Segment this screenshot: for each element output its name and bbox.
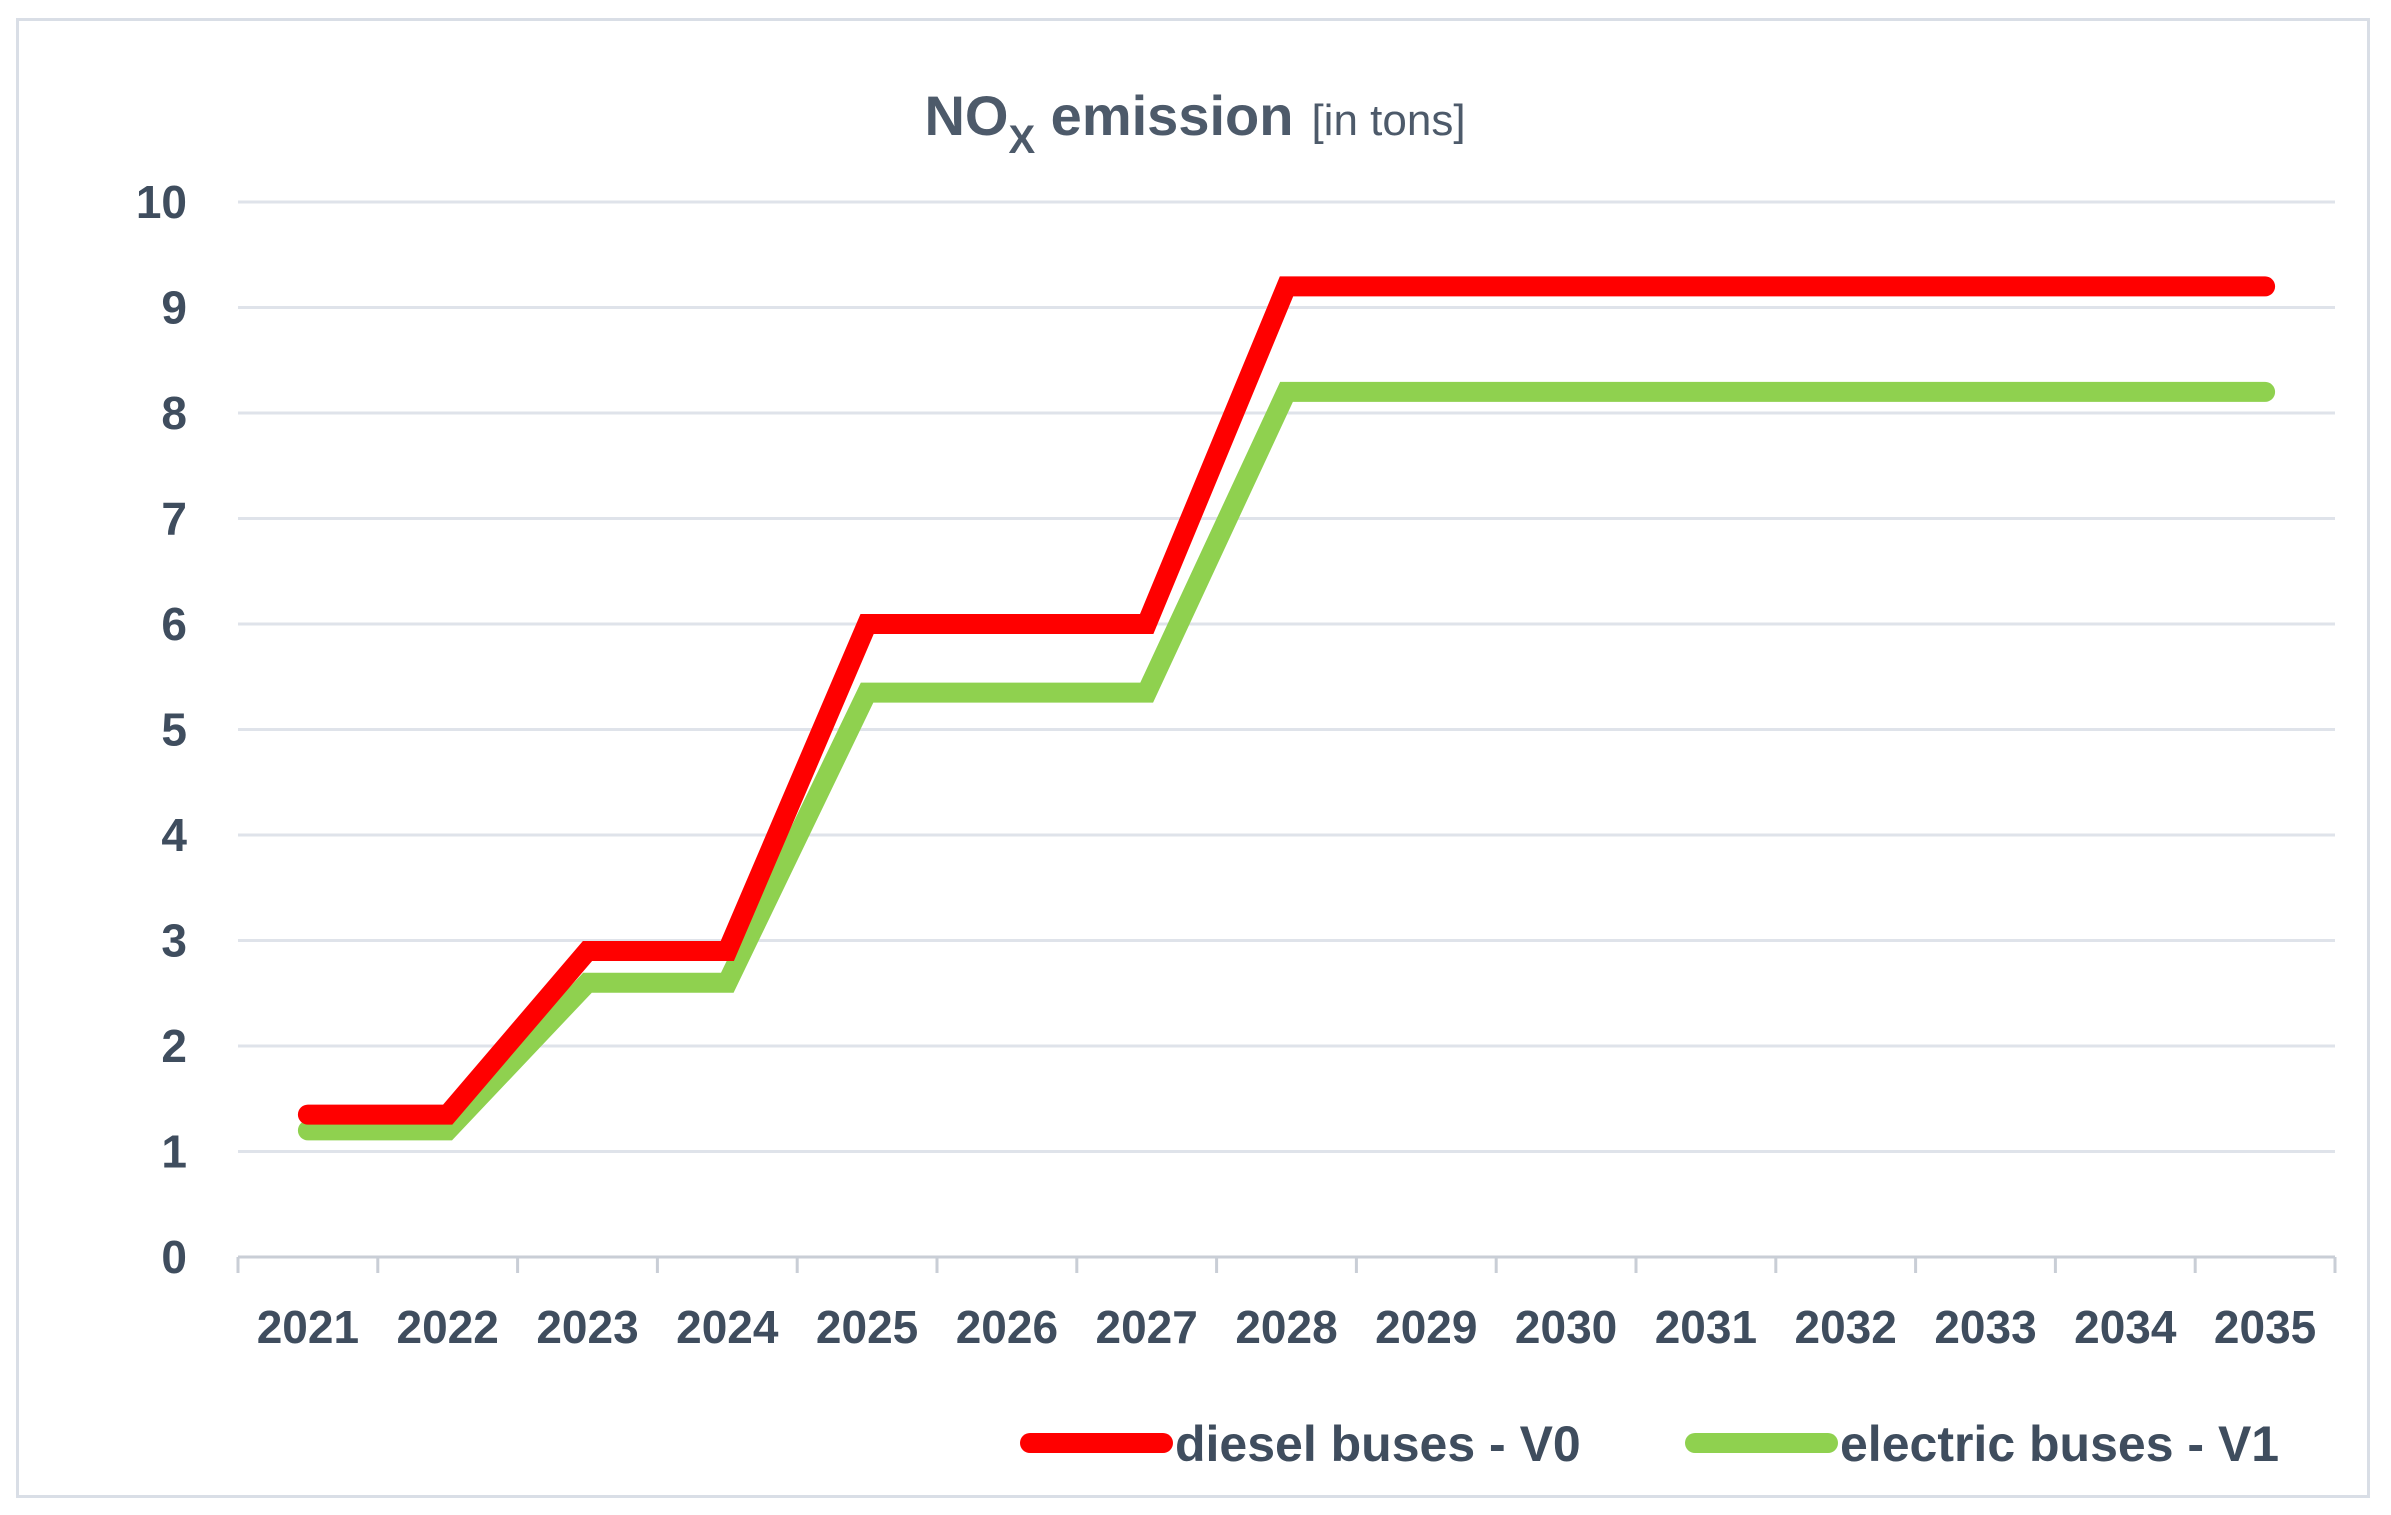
y-tick-label: 1 [161, 1126, 187, 1178]
data-point [1705, 391, 1706, 392]
data-point [867, 692, 868, 693]
series-line-diesel [297, 276, 2276, 1125]
x-tick-label: 2026 [956, 1301, 1058, 1353]
data-point [1845, 391, 1846, 392]
y-tick-label: 2 [161, 1020, 187, 1072]
x-tick-label: 2025 [816, 1301, 918, 1353]
x-tick-label: 2032 [1795, 1301, 1897, 1353]
data-point [1426, 391, 1427, 392]
x-tick-label: 2027 [1096, 1301, 1198, 1353]
title-suffix: emission [1035, 84, 1293, 147]
x-tick-label: 2033 [1934, 1301, 2036, 1353]
x-tick-label: 2035 [2214, 1301, 2316, 1353]
x-tick-label: 2034 [2074, 1301, 2177, 1353]
x-tick-label: 2021 [257, 1301, 359, 1353]
data-point [2125, 391, 2126, 392]
x-tick-label: 2029 [1375, 1301, 1477, 1353]
y-tick-label: 7 [161, 493, 187, 545]
y-tick-label: 3 [161, 915, 187, 967]
legend: diesel buses - V0 electric buses - V1 [1020, 1416, 2279, 1472]
data-point [307, 1130, 308, 1131]
chart-frame [16, 18, 2370, 1498]
x-tick-label: 2023 [536, 1301, 638, 1353]
data-point [1146, 692, 1147, 693]
y-tick-label: 8 [161, 387, 187, 439]
y-tick-label: 6 [161, 598, 187, 650]
y-axis-ticks: 0 1 2 3 4 5 6 7 8 9 10 [136, 176, 188, 1283]
title-subscript: X [1008, 118, 1035, 162]
y-tick-label: 9 [161, 282, 187, 334]
title-prefix: NO [924, 84, 1008, 147]
legend-label-electric: electric buses - V1 [1840, 1416, 2279, 1472]
y-tick-label: 0 [161, 1231, 187, 1283]
series-line-electric [297, 381, 2276, 1141]
x-axis [236, 1255, 2337, 1273]
data-point [1286, 391, 1287, 392]
data-point [1566, 391, 1567, 392]
chart-title: NOX emission [in tons] [924, 84, 1465, 162]
x-axis-ticks: 2021 2022 2023 2024 2025 2026 2027 2028 2029 2030… [257, 1301, 2317, 1353]
title-unit: [in tons] [1311, 96, 1465, 145]
y-tick-label: 4 [161, 809, 187, 861]
y-tick-label: 10 [136, 176, 187, 228]
y-tick-label: 5 [161, 704, 187, 756]
x-tick-label: 2028 [1235, 1301, 1337, 1353]
data-point [1985, 391, 1986, 392]
x-tick-label: 2030 [1515, 1301, 1617, 1353]
legend-label-diesel: diesel buses - V0 [1175, 1416, 1581, 1472]
data-point [1006, 692, 1007, 693]
x-tick-label: 2024 [676, 1301, 779, 1353]
data-point [2265, 391, 2266, 392]
series-lines [297, 276, 2276, 1141]
x-tick-label: 2022 [397, 1301, 499, 1353]
data-point [447, 1130, 448, 1131]
x-tick-label: 2031 [1655, 1301, 1757, 1353]
data-point [587, 982, 588, 983]
data-point [727, 982, 728, 983]
